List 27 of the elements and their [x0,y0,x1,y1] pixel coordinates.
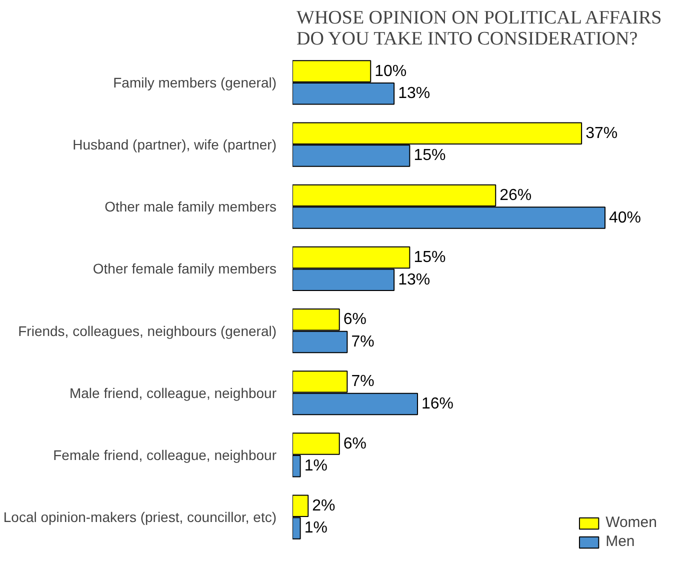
data-label: 16% [422,396,454,413]
y-tick-label: Other female family members [92,260,277,277]
y-tick-label: Local opinion-makers (priest, councillor, etc) [3,509,277,526]
data-label: 6% [343,435,366,452]
data-label: 13% [398,271,430,288]
y-tick-label: Family members (general) [113,74,277,90]
chart-title: WHOSE OPINION ON POLITICAL AFFAIRS DO YOU TAKE INTO CONSIDERATION? [296,8,662,50]
data-label: 13% [398,85,430,102]
legend-label: Women [606,514,657,531]
data-label: 37% [586,124,618,142]
y-tick-label: Male friend, colleague, neighbour [69,384,277,401]
data-label: 6% [343,311,366,328]
data-label: 7% [351,333,374,350]
data-label: 15% [414,249,446,266]
y-tick-label: Friends, colleagues, neighbours (general) [18,322,277,339]
data-label: 1% [304,458,328,475]
data-label: 15% [414,147,446,164]
data-label: 7% [351,373,374,390]
y-tick-label: Other male family members [104,198,277,215]
data-label: 40% [609,209,642,226]
data-label: 10% [374,62,407,80]
y-tick-label: Husband (partner), wife (partner) [72,136,277,153]
data-label: 1% [304,520,328,537]
data-label: 2% [312,497,336,514]
data-label: 26% [500,186,532,204]
y-tick-label: Female friend, colleague, neighbour [53,446,277,463]
legend-label: Men [606,533,635,550]
